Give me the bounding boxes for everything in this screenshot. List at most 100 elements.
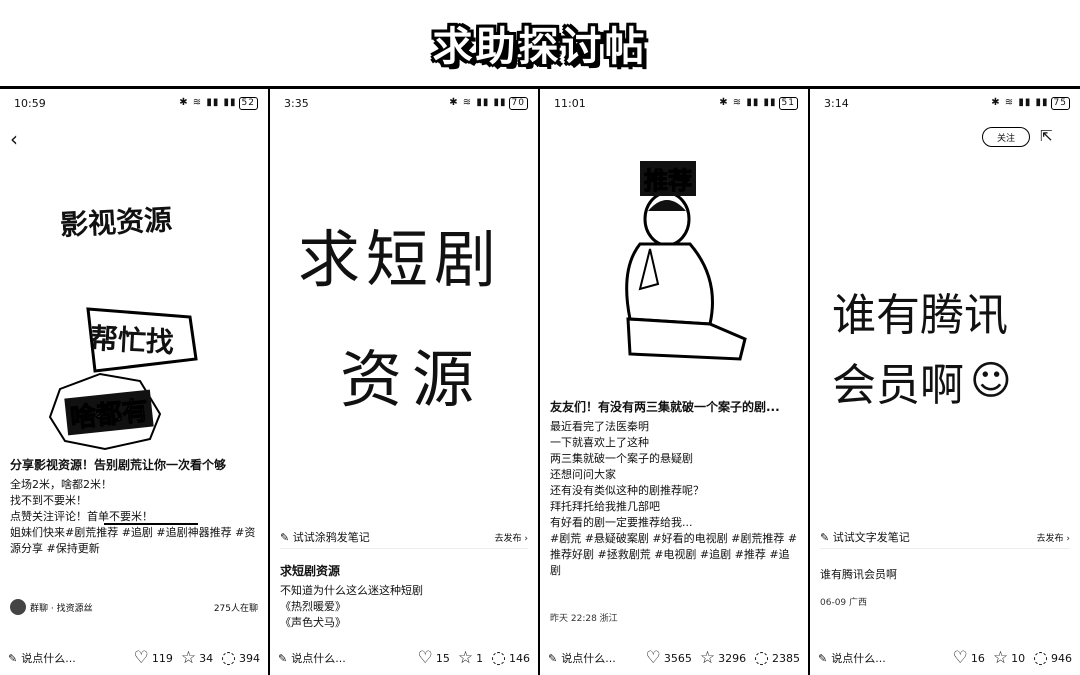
chat-bubble-icon: ◌ xyxy=(754,648,769,668)
comment-input[interactable]: ✎ 说点什么... xyxy=(548,650,638,666)
battery-icon: 52 xyxy=(238,96,258,110)
group-chat-row[interactable]: 群聊 · 找资源丝 275人在聊 xyxy=(10,597,258,617)
try-doodle-bar[interactable]: ✎ 试试涂鸦发笔记 去发布 › xyxy=(280,526,528,549)
caption-line: 最近看完了法医秦明 xyxy=(550,420,649,433)
comment-button[interactable]: ◌ 394 xyxy=(221,648,260,668)
hero-text-2: 帮忙找 xyxy=(89,321,175,360)
post-caption: 求短剧资源 不知道为什么这么迷这种短剧 《热烈暖爱》 《声色犬马》 xyxy=(280,563,528,631)
caption-line: 拜托拜托给我推几部吧 xyxy=(550,500,660,513)
comment-input[interactable]: ✎ 说点什么... xyxy=(278,650,410,666)
hero-text-2: 会员啊 xyxy=(832,360,964,411)
comment-count: 946 xyxy=(1051,651,1072,665)
heart-icon: ♡ xyxy=(952,648,968,668)
caption-line: 不知道为什么这么迷这种短剧 xyxy=(280,584,423,597)
post-image[interactable]: 求短剧 资源 xyxy=(270,149,538,529)
collect-button[interactable]: ☆ 10 xyxy=(993,648,1025,668)
heart-icon: ♡ xyxy=(417,648,433,668)
try-label: 试试涂鸦发笔记 xyxy=(292,531,370,544)
go-publish-link[interactable]: 去发布 › xyxy=(494,533,528,544)
caption-line: 点赞关注评论！首单不要米！ xyxy=(10,510,153,523)
comment-button[interactable]: ◌ 2385 xyxy=(754,648,800,668)
try-text-bar[interactable]: ✎ 试试文字发笔记 去发布 › xyxy=(820,526,1070,549)
post-caption: 谁有腾讯会员啊 xyxy=(820,567,1070,583)
screen-3: 11:01 ✱ ≋ ▮▮ ▮▮ 51 推荐 友友们！有没有两三集就破一个案子的剧.… xyxy=(540,89,810,675)
hero-text-1: 求短剧 xyxy=(298,223,503,296)
go-publish-label: 去发布 xyxy=(1036,533,1064,544)
chat-bubble-icon: ◌ xyxy=(491,648,506,668)
post-image[interactable]: 推荐 xyxy=(540,149,808,529)
status-icons: ✱ ≋ ▮▮ ▮▮ 75 xyxy=(991,96,1070,110)
star-icon: ☆ xyxy=(699,648,716,668)
comment-placeholder: 说点什么... xyxy=(291,652,346,665)
comment-button[interactable]: ◌ 146 xyxy=(491,648,530,668)
post-image[interactable]: 影视资源 帮忙找 啥都有 xyxy=(0,149,268,529)
comment-placeholder: 说点什么... xyxy=(561,652,616,665)
collect-button[interactable]: ☆ 3296 xyxy=(700,648,746,668)
like-button[interactable]: ♡ 16 xyxy=(953,648,985,668)
grinning-emoji-icon: ☺ xyxy=(970,358,1012,404)
comment-count: 146 xyxy=(509,651,530,665)
like-button[interactable]: ♡ 119 xyxy=(134,648,173,668)
collect-count: 3296 xyxy=(718,651,747,665)
comment-input[interactable]: ✎ 说点什么... xyxy=(818,650,945,666)
share-icon[interactable]: ⇱ xyxy=(1040,127,1053,145)
bottom-bar: ✎ 说点什么... ♡ 16 ☆ 10 ◌ 946 xyxy=(810,641,1080,675)
begging-figure-illustration xyxy=(625,191,747,361)
group-name: 群聊 · 找资源丝 xyxy=(30,603,93,614)
pencil-icon: ✎ xyxy=(548,651,558,665)
post-date-location: 昨天 22:28 浙江 xyxy=(550,614,618,624)
caption-line: 《声色犬马》 xyxy=(280,616,346,629)
hero-line-2: 会员啊 ☺ xyxy=(832,349,1012,413)
bottom-bar: ✎ 说点什么... ♡ 15 ☆ 1 ◌ 146 xyxy=(270,641,538,675)
caption-line: 全场2米，啥都2米！ xyxy=(10,478,112,491)
status-bar: 11:01 ✱ ≋ ▮▮ ▮▮ 51 xyxy=(540,89,808,117)
like-button[interactable]: ♡ 15 xyxy=(418,648,450,668)
post-image[interactable]: 谁有腾讯 会员啊 ☺ xyxy=(810,149,1080,529)
star-icon: ☆ xyxy=(992,648,1009,668)
star-icon: ☆ xyxy=(180,648,197,668)
collect-count: 34 xyxy=(199,651,214,665)
post-title: 求短剧资源 xyxy=(280,564,341,578)
like-count: 15 xyxy=(435,651,450,665)
comment-count: 394 xyxy=(239,651,260,665)
post-caption: 友友们！有没有两三集就破一个案子的剧... 最近看完了法医秦明 一下就喜欢上了这… xyxy=(550,399,798,579)
collect-count: 1 xyxy=(476,651,484,665)
caption-line: 还想问问大家 xyxy=(550,468,616,481)
collect-button[interactable]: ☆ 34 xyxy=(181,648,213,668)
status-bar: 10:59 ✱ ≋ ▮▮ ▮▮ 52 xyxy=(0,89,268,117)
post-date-location: 06-09 广西 xyxy=(820,598,868,608)
comment-count: 2385 xyxy=(772,651,800,665)
like-button[interactable]: ♡ 3565 xyxy=(646,648,692,668)
follow-button[interactable]: 关注 xyxy=(982,127,1030,147)
post-title: 友友们！有没有两三集就破一个案子的剧... xyxy=(550,400,780,414)
back-icon[interactable]: ‹ xyxy=(10,127,18,151)
go-publish-label: 去发布 xyxy=(494,533,522,544)
hero-text-2: 资源 xyxy=(340,343,485,416)
bottom-bar: ✎ 说点什么... ♡ 3565 ☆ 3296 ◌ 2385 xyxy=(540,641,808,675)
pencil-icon: ✎ xyxy=(818,651,828,665)
heart-icon: ♡ xyxy=(645,648,661,668)
status-icons: ✱ ≋ ▮▮ ▮▮ 70 xyxy=(449,96,528,110)
caption-tags[interactable]: #剧荒 #悬疑破案剧 #好看的电视剧 #剧荒推荐 #推荐好剧 #拯救剧荒 #电视… xyxy=(550,532,798,577)
caption-tags[interactable]: 姐妹们快来#剧荒推荐 #追剧 #追剧神器推荐 #资源分享 #保持更新 xyxy=(10,526,256,555)
go-publish-link[interactable]: 去发布 › xyxy=(1036,533,1070,544)
status-time: 3:14 xyxy=(824,96,849,110)
screen-4: 3:14 ✱ ≋ ▮▮ ▮▮ 75 关注 ⇱ 谁有腾讯 会员啊 ☺ ✎ 试试文字发… xyxy=(810,89,1080,675)
caption-line: 两三集就破一个案子的悬疑剧 xyxy=(550,452,693,465)
try-label: 试试文字发笔记 xyxy=(832,531,910,544)
hero-text-1: 谁有腾讯 xyxy=(832,290,1008,341)
caption-line: 有好看的剧一定要推荐给我... xyxy=(550,516,693,529)
status-icons: ✱ ≋ ▮▮ ▮▮ 51 xyxy=(719,96,798,110)
star-icon: ☆ xyxy=(457,648,474,668)
battery-icon: 70 xyxy=(508,96,528,110)
like-count: 16 xyxy=(970,651,985,665)
comment-input[interactable]: ✎ 说点什么... xyxy=(8,650,126,666)
status-icons: ✱ ≋ ▮▮ ▮▮ 52 xyxy=(179,96,258,110)
collect-button[interactable]: ☆ 1 xyxy=(458,648,483,668)
status-time: 11:01 xyxy=(554,96,586,110)
header-divider xyxy=(0,86,1080,89)
status-time: 3:35 xyxy=(284,96,309,110)
like-count: 119 xyxy=(151,651,173,665)
comment-button[interactable]: ◌ 946 xyxy=(1033,648,1072,668)
chat-bubble-icon: ◌ xyxy=(221,648,236,668)
